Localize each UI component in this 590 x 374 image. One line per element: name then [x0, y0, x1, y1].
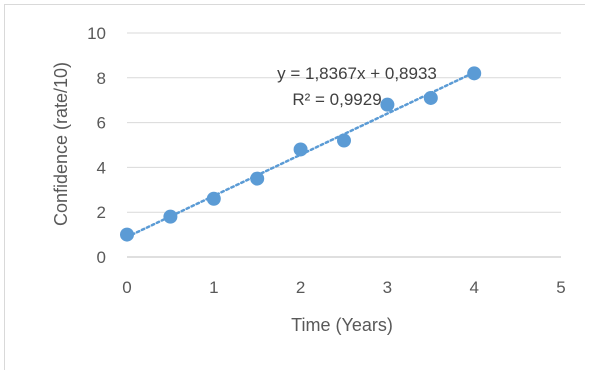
trendline-r-squared: R² = 0,9929 [292, 90, 381, 109]
data-point [206, 191, 221, 206]
y-tick-label: 0 [97, 248, 106, 267]
y-tick-label: 10 [87, 24, 106, 43]
x-tick-label: 0 [122, 278, 131, 297]
x-tick-label: 3 [383, 278, 392, 297]
data-point [380, 97, 395, 112]
y-axis-title: Confidence (rate/10) [51, 62, 71, 226]
data-point [467, 66, 482, 81]
data-point [120, 227, 134, 242]
y-tick-labels: 0 2 4 6 8 10 [87, 24, 106, 267]
y-tick-label: 8 [97, 69, 106, 88]
x-tick-label: 2 [296, 278, 305, 297]
x-axis-title: Time (Years) [291, 315, 393, 335]
gridlines [127, 32, 561, 258]
data-point [163, 209, 178, 224]
data-point [250, 171, 265, 186]
y-tick-label: 6 [97, 114, 106, 133]
x-tick-labels: 0 1 2 3 4 5 [122, 278, 565, 297]
trendline-equation: y = 1,8367x + 0,8933 [277, 64, 437, 83]
data-point [293, 142, 308, 157]
data-point [337, 133, 351, 148]
y-tick-label: 2 [97, 203, 106, 222]
y-tick-label: 4 [97, 158, 106, 177]
x-tick-label: 5 [556, 278, 565, 297]
data-points [120, 66, 482, 242]
x-tick-label: 1 [209, 278, 218, 297]
chart-frame [4, 4, 585, 370]
x-tick-label: 4 [469, 278, 478, 297]
data-point [423, 90, 438, 105]
